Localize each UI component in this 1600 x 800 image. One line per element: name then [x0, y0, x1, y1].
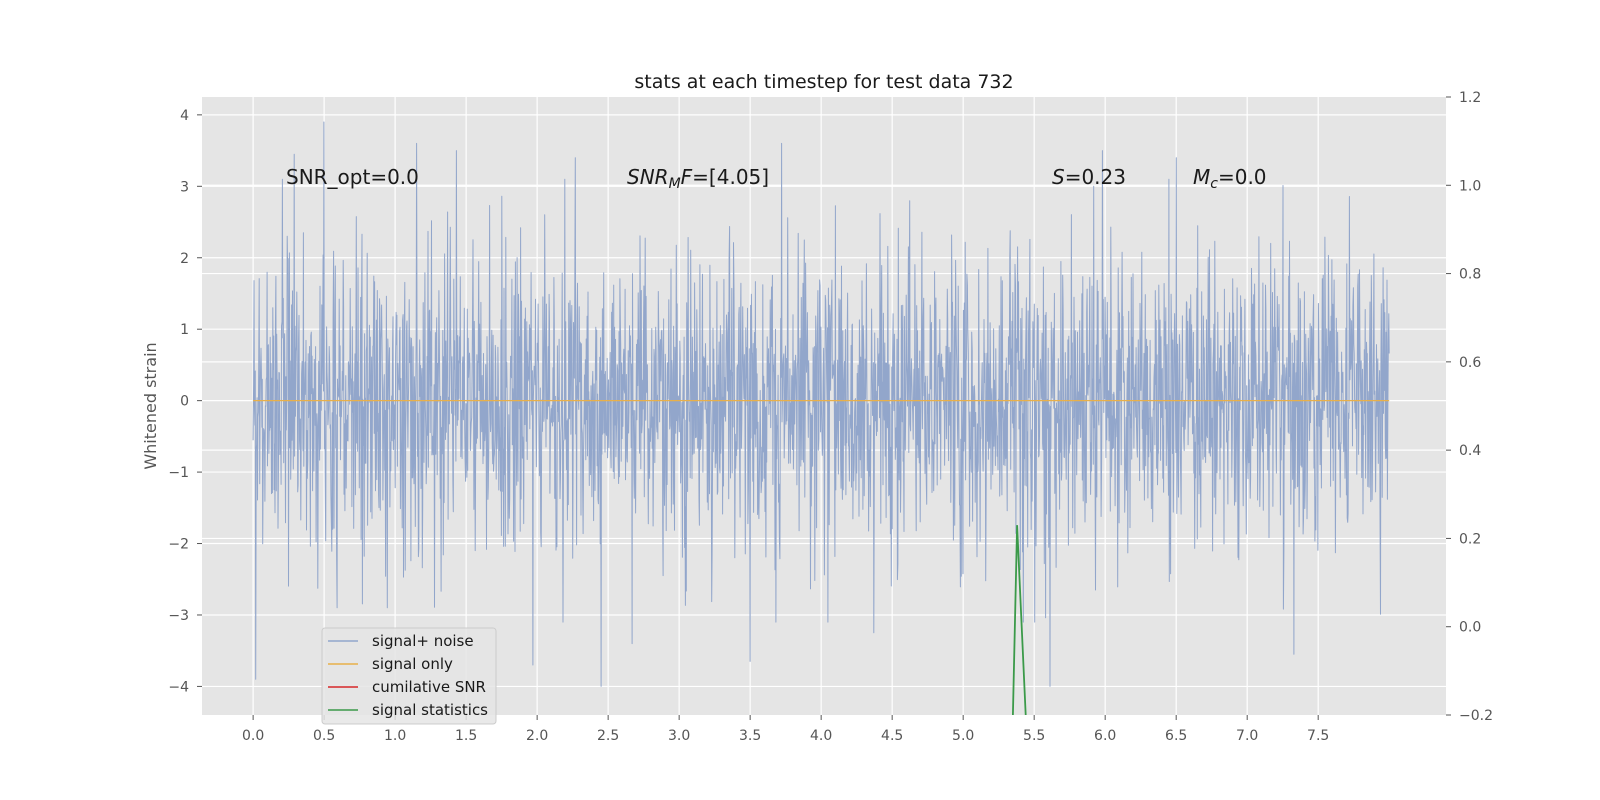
x-axis: 0.0 0.5 1.0 1.5 2.0 2.5 3.0 3.5 4.0 4.5 5.0 5.5 6.0 6…: [242, 715, 1329, 744]
y-tick-label: 0: [180, 394, 189, 410]
y2-tick-label: 1.2: [1459, 90, 1481, 106]
y-tick-label: −3: [168, 608, 189, 624]
snr-mf-sub: M: [669, 176, 681, 192]
mc-rest: =0.0: [1218, 165, 1267, 189]
x-tick-label: 2.5: [597, 728, 619, 744]
y-axis-label: Whitened strain: [141, 342, 160, 469]
legend-label-cumulative-snr: cumilative SNR: [372, 678, 486, 696]
x-tick-label: 5.0: [952, 728, 974, 744]
x-tick-label: 0.0: [242, 728, 264, 744]
y-tick-label: 3: [180, 179, 189, 195]
y2-tick-label: 0.6: [1459, 355, 1481, 371]
series-signal-noise: [252, 121, 1390, 687]
legend-label-signal-statistics: signal statistics: [372, 701, 488, 719]
x-tick-label: 7.5: [1307, 728, 1329, 744]
y2-tick-label: −0.2: [1459, 708, 1493, 724]
x-tick-label: 7.0: [1236, 728, 1258, 744]
y-tick-label: 4: [180, 108, 189, 124]
s-italic: S: [1052, 165, 1065, 189]
y-tick-label: −1: [168, 465, 189, 481]
y2-tick-label: 0.0: [1459, 620, 1481, 636]
x-tick-label: 6.5: [1165, 728, 1187, 744]
mc-main: M: [1193, 165, 1210, 189]
x-tick-label: 1.5: [455, 728, 477, 744]
y-tick-label: 1: [180, 322, 189, 338]
legend-label-signal-noise: signal+ noise: [372, 632, 474, 650]
x-tick-label: 4.5: [881, 728, 903, 744]
x-tick-label: 5.5: [1023, 728, 1045, 744]
legend-label-signal-only: signal only: [372, 655, 453, 673]
x-tick-label: 4.0: [810, 728, 832, 744]
y-tick-label: −2: [168, 537, 189, 553]
annotation-mc: Mc=0.0: [1193, 165, 1267, 192]
legend-box: [321, 627, 497, 725]
y2-tick-label: 0.4: [1459, 443, 1481, 459]
x-tick-label: 3.0: [668, 728, 690, 744]
y-tick-label: 2: [180, 251, 189, 267]
chart-title: stats at each timestep for test data 732: [634, 71, 1013, 93]
series-layer: [252, 121, 1390, 716]
s-rest: =0.23: [1065, 165, 1126, 189]
y2-tick-label: 0.2: [1459, 531, 1481, 547]
x-tick-label: 6.0: [1094, 728, 1116, 744]
series-signal-statistics: [1012, 525, 1027, 716]
y2-tick-label: 0.8: [1459, 267, 1481, 283]
x-tick-label: 2.0: [526, 728, 548, 744]
annotation-s: S=0.23: [1052, 165, 1126, 189]
x-tick-label: 1.0: [384, 728, 406, 744]
snr-mf-f: F: [681, 165, 693, 189]
annotation-snr-mf: SNRMF=[4.05]: [627, 165, 769, 192]
mc-sub: c: [1210, 176, 1218, 192]
x-tick-label: 0.5: [313, 728, 335, 744]
snr-mf-main: SNR: [627, 165, 669, 189]
y-tick-label: −4: [168, 679, 189, 695]
y-axis-right: 1.2 1.0 0.8 0.6 0.4 0.2 0.0 −0.2: [1446, 90, 1493, 724]
y2-tick-label: 1.0: [1459, 178, 1481, 194]
legend: signal+ noise signal only cumilative SNR…: [321, 627, 497, 725]
x-tick-label: 3.5: [739, 728, 761, 744]
y-axis-left: 4 3 2 1 0 −1 −2 −3 −4: [168, 108, 202, 695]
annotation-snr-opt: SNR_opt=0.0: [286, 165, 419, 189]
snr-mf-rest: =[4.05]: [692, 165, 769, 189]
